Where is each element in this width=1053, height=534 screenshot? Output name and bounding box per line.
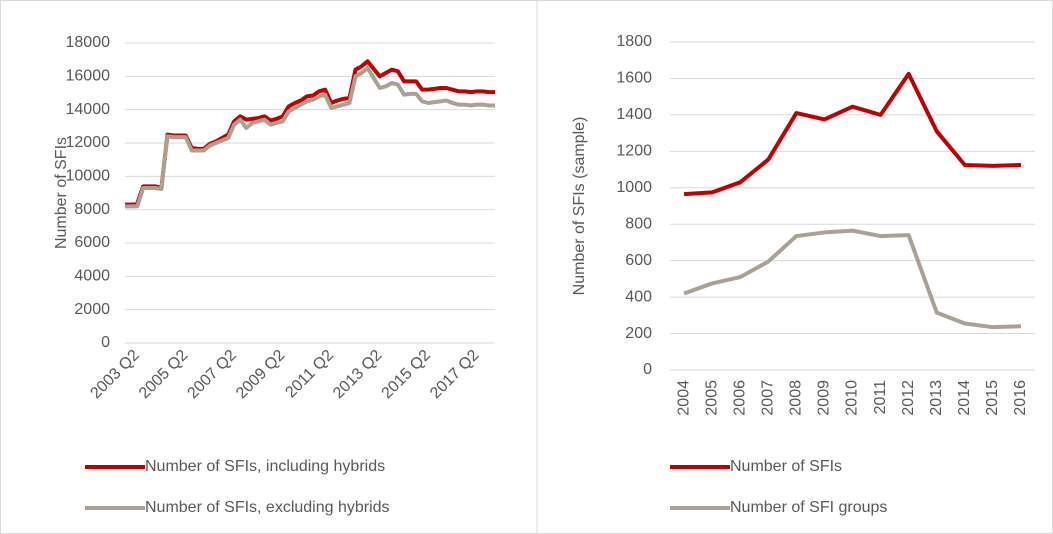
y-tick-label: 2000	[74, 301, 110, 318]
y-tick-label: 8000	[74, 201, 110, 218]
y-tick-label: 10000	[66, 168, 111, 185]
y-tick-label: 200	[625, 325, 652, 342]
x-tick-label: 2015	[984, 380, 1001, 416]
y-tick-label: 0	[101, 334, 110, 351]
x-tick-label: 2011	[872, 380, 889, 415]
x-tick-label: 2007	[759, 380, 776, 416]
y-tick-label: 400	[625, 288, 652, 305]
y-tick-label: 1200	[616, 143, 652, 160]
series-line	[125, 66, 495, 209]
legend-label: Number of SFIs	[730, 458, 842, 475]
y-tick-label: 1000	[616, 179, 652, 196]
x-tick-label: 2006	[731, 380, 748, 416]
y-tick-label: 12000	[66, 134, 111, 151]
x-tick-label: 2016	[1012, 380, 1029, 416]
series-line	[683, 71, 1022, 197]
legend-label: Number of SFIs, including hybrids	[145, 458, 385, 475]
y-tick-label: 1400	[616, 106, 652, 123]
y-tick-label: 1800	[616, 33, 652, 50]
y-tick-label: 600	[625, 252, 652, 269]
y-tick-label: 18000	[66, 34, 111, 51]
y-tick-label: 1600	[616, 70, 652, 87]
x-tick-label: 2004	[675, 380, 692, 416]
y-tick-label: 14000	[66, 101, 111, 118]
y-axis-label: Number of SFIs (sample)	[571, 117, 588, 296]
x-tick-label: 2009	[816, 380, 833, 416]
x-tick-label: 2010	[844, 380, 861, 416]
y-tick-label: 16000	[66, 68, 111, 85]
y-tick-label: 6000	[74, 234, 110, 251]
x-tick-label: 2013	[928, 380, 945, 416]
x-tick-label: 2005	[703, 380, 720, 416]
x-tick-label: 2014	[956, 380, 973, 416]
y-axis-label: Number of SFIs	[53, 137, 70, 249]
x-tick-label: 2008	[788, 380, 805, 416]
legend-label: Number of SFIs, excluding hybrids	[145, 499, 390, 516]
y-tick-label: 4000	[74, 268, 110, 285]
series-line	[683, 228, 1022, 330]
legend-label: Number of SFI groups	[730, 499, 887, 516]
y-tick-label: 0	[643, 361, 652, 378]
x-tick-label: 2012	[900, 380, 917, 416]
y-tick-label: 800	[625, 215, 652, 232]
